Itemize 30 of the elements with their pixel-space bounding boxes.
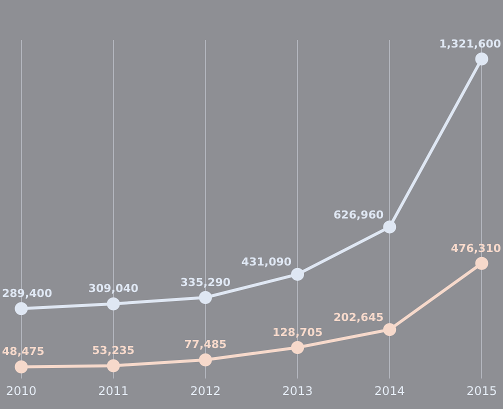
point xyxy=(383,323,396,336)
point xyxy=(106,359,120,372)
point xyxy=(198,353,212,366)
x-tick-label: 2012 xyxy=(190,384,221,398)
data-label: 1,321,600 xyxy=(439,37,502,50)
point xyxy=(475,256,488,270)
point xyxy=(198,291,212,304)
point xyxy=(14,360,28,374)
data-label: 626,960 xyxy=(334,208,384,222)
data-label: 53,235 xyxy=(92,344,135,358)
data-label: 309,040 xyxy=(88,282,139,296)
point xyxy=(106,297,120,310)
point xyxy=(291,268,304,281)
data-label: 202,645 xyxy=(334,310,384,324)
x-tick-label: 2015 xyxy=(466,384,498,398)
data-label: 48,475 xyxy=(2,345,44,358)
data-label: 77,485 xyxy=(184,338,227,352)
data-label: 128,705 xyxy=(272,326,323,339)
data-label: 476,310 xyxy=(450,242,502,255)
x-tick-label: 2011 xyxy=(98,384,129,398)
point xyxy=(383,220,396,234)
data-label: 289,400 xyxy=(2,286,52,300)
x-tick-label: 2010 xyxy=(6,384,37,398)
point xyxy=(475,52,488,66)
x-tick-label: 2013 xyxy=(282,384,313,398)
data-label: 335,290 xyxy=(180,276,231,289)
point xyxy=(14,302,28,316)
data-label: 431,090 xyxy=(241,256,292,269)
point xyxy=(291,340,304,354)
x-tick-label: 2014 xyxy=(374,384,405,398)
